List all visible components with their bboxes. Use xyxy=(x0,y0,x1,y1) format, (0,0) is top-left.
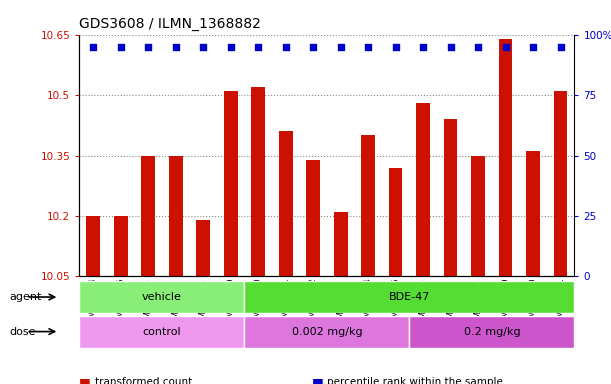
Bar xyxy=(334,212,348,276)
Text: ■: ■ xyxy=(312,376,327,384)
Bar xyxy=(86,216,100,276)
Bar xyxy=(409,316,574,348)
Bar xyxy=(79,316,244,348)
Bar xyxy=(389,168,403,276)
Point xyxy=(529,43,538,50)
Text: vehicle: vehicle xyxy=(142,292,182,302)
Bar xyxy=(416,103,430,276)
Point xyxy=(556,43,566,50)
Bar xyxy=(526,152,540,276)
Bar xyxy=(244,316,409,348)
Point xyxy=(309,43,318,50)
Point xyxy=(144,43,153,50)
Bar xyxy=(114,216,128,276)
Point xyxy=(226,43,236,50)
Point xyxy=(418,43,428,50)
Bar xyxy=(79,281,244,313)
Point xyxy=(281,43,291,50)
Bar xyxy=(244,281,574,313)
Bar xyxy=(471,156,485,276)
Point xyxy=(501,43,511,50)
Text: ■: ■ xyxy=(79,376,95,384)
Bar xyxy=(554,91,568,276)
Point xyxy=(254,43,263,50)
Text: agent: agent xyxy=(9,292,42,302)
Point xyxy=(89,43,98,50)
Bar xyxy=(444,119,458,276)
Bar xyxy=(169,156,183,276)
Text: BDE-47: BDE-47 xyxy=(389,292,430,302)
Bar xyxy=(224,91,238,276)
Point xyxy=(474,43,483,50)
Text: transformed count: transformed count xyxy=(95,377,192,384)
Bar xyxy=(196,220,210,276)
Point xyxy=(116,43,126,50)
Text: GDS3608 / ILMN_1368882: GDS3608 / ILMN_1368882 xyxy=(79,17,262,31)
Point xyxy=(171,43,181,50)
Bar xyxy=(251,87,265,276)
Text: percentile rank within the sample: percentile rank within the sample xyxy=(327,377,503,384)
Point xyxy=(336,43,346,50)
Point xyxy=(199,43,208,50)
Bar xyxy=(141,156,155,276)
Text: 0.002 mg/kg: 0.002 mg/kg xyxy=(291,326,362,337)
Point xyxy=(446,43,456,50)
Bar xyxy=(279,131,293,276)
Text: control: control xyxy=(142,326,181,337)
Bar xyxy=(361,136,375,276)
Bar xyxy=(499,39,513,276)
Text: 0.2 mg/kg: 0.2 mg/kg xyxy=(464,326,520,337)
Bar xyxy=(306,160,320,276)
Point xyxy=(363,43,373,50)
Point xyxy=(391,43,401,50)
Text: dose: dose xyxy=(9,326,35,337)
